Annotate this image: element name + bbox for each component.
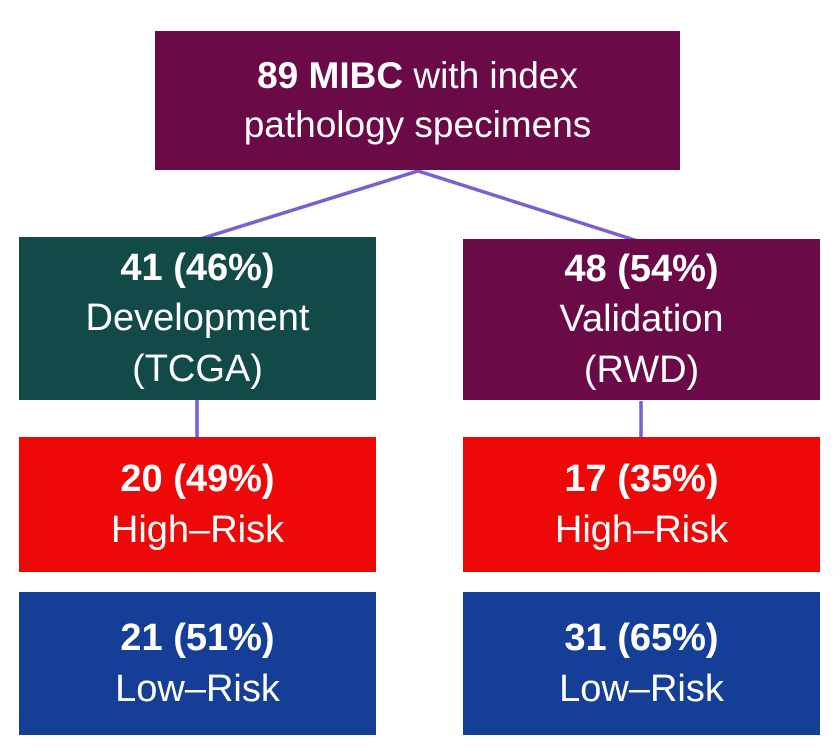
development-low-risk-stat: 21 (51%) [120,617,275,660]
validation-low-risk-label: Low–Risk [559,667,724,710]
development-stat: 41 (46%) [120,247,275,290]
development-node: 41 (46%) Development (TCGA) [19,237,376,400]
root-line2-text: pathology specimens [243,103,592,145]
development-high-risk-node: 20 (49%) High–Risk [19,437,376,572]
validation-label: Validation [559,298,724,341]
development-sublabel: (TCGA) [132,347,263,390]
development-high-risk-stat: 20 (49%) [120,458,275,501]
development-low-risk-label: Low–Risk [115,667,280,710]
connector-root-to-branches [196,169,642,244]
validation-high-risk-label: High–Risk [554,508,729,551]
validation-sublabel: (RWD) [583,348,700,391]
validation-low-risk-stat: 31 (65%) [564,617,719,660]
validation-low-risk-node: 31 (65%) Low–Risk [463,592,820,735]
validation-high-risk-stat: 17 (35%) [564,458,719,501]
root-count: 89 MIBC [257,54,404,96]
root-line1-text: with index [403,54,578,96]
root-node: 89 MIBC with index pathology specimens [155,31,680,170]
validation-high-risk-node: 17 (35%) High–Risk [463,437,820,572]
development-high-risk-label: High–Risk [110,508,285,551]
root-line1: 89 MIBC with index [257,52,578,101]
validation-stat: 48 (54%) [564,248,719,291]
development-label: Development [85,297,310,340]
development-low-risk-node: 21 (51%) Low–Risk [19,592,376,735]
validation-node: 48 (54%) Validation (RWD) [463,239,820,400]
